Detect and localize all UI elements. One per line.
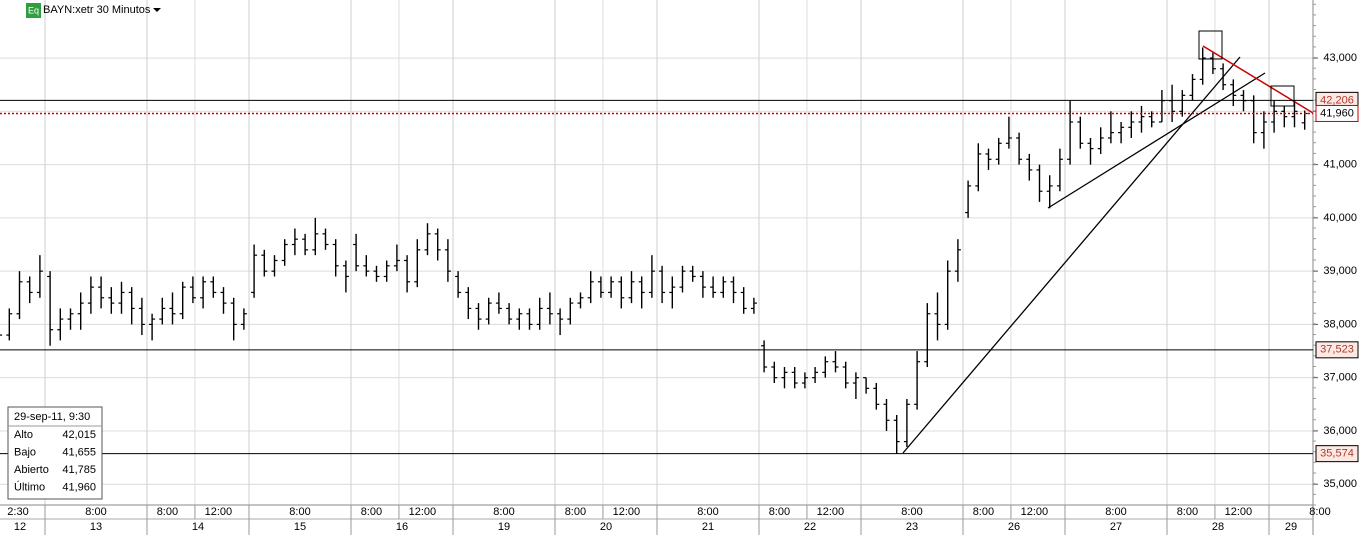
info-value: 42,015 xyxy=(62,429,96,441)
price-label: 42,206 xyxy=(1320,94,1354,106)
y-tick-label: 36,000 xyxy=(1323,425,1357,437)
time-label: 12:00 xyxy=(1225,506,1253,518)
y-tick-label: 41,000 xyxy=(1323,159,1357,171)
y-tick-label: 35,000 xyxy=(1323,478,1357,490)
axes: 35,000 36,000 37,000 38,000 39,000 40,000 41,0… xyxy=(0,3,1359,535)
badge xyxy=(26,3,41,18)
info-title: 29-sep-11, 9:30 xyxy=(14,411,90,423)
header: Eq BAYN:xetr 30 Minutos xyxy=(26,3,161,18)
y-tick-label: 37,000 xyxy=(1323,372,1357,384)
highlight-box xyxy=(1198,30,1223,60)
chart-title: BAYN:xetr 30 Minutos xyxy=(43,4,151,16)
time-label: 8:00 xyxy=(901,506,922,518)
price-label: 41,960 xyxy=(1320,107,1354,119)
date-label: 23 xyxy=(906,521,918,533)
date-label: 19 xyxy=(498,521,510,533)
price-label: 37,523 xyxy=(1320,344,1354,356)
time-label: 2:30 xyxy=(7,506,28,518)
highlight-box xyxy=(1270,85,1295,107)
time-label: 8:00 xyxy=(1309,506,1330,518)
time-label: 8:00 xyxy=(1105,506,1126,518)
trend-line xyxy=(1047,72,1266,209)
time-label: 12:00 xyxy=(409,506,437,518)
date-label: 16 xyxy=(396,521,408,533)
y-tick-label: 43,000 xyxy=(1323,52,1357,64)
date-label: 14 xyxy=(192,521,204,533)
dropdown-arrow[interactable] xyxy=(153,8,161,12)
price-label-box xyxy=(1315,445,1359,463)
info-key: Bajo xyxy=(14,446,36,458)
grid xyxy=(0,0,1313,535)
time-label: 8:00 xyxy=(769,506,790,518)
info-key: Abierto xyxy=(14,464,49,476)
time-label: 12:00 xyxy=(205,506,233,518)
date-label: 12 xyxy=(14,521,26,533)
time-label: 8:00 xyxy=(361,506,382,518)
date-label: 13 xyxy=(90,521,102,533)
time-label: 12:00 xyxy=(1021,506,1049,518)
info-value: 41,785 xyxy=(62,464,96,476)
info-value: 41,960 xyxy=(62,481,96,493)
date-label: 21 xyxy=(702,521,714,533)
date-label: 28 xyxy=(1212,521,1224,533)
time-label: 8:00 xyxy=(85,506,106,518)
bars xyxy=(0,47,1308,454)
time-label: 12:00 xyxy=(613,506,641,518)
badge-text: Eq xyxy=(28,5,39,15)
y-tick-label: 39,000 xyxy=(1323,265,1357,277)
y-tick-label: 38,000 xyxy=(1323,318,1357,330)
time-label: 8:00 xyxy=(697,506,718,518)
date-label: 20 xyxy=(600,521,612,533)
price-label: 35,574 xyxy=(1320,448,1354,460)
price-label-box xyxy=(1315,104,1359,122)
info-frame xyxy=(7,406,103,500)
trend-line xyxy=(1202,45,1314,114)
time-label: 8:00 xyxy=(565,506,586,518)
date-label: 22 xyxy=(804,521,816,533)
info-key: Alto xyxy=(14,429,33,441)
y-tick-label: 40,000 xyxy=(1323,212,1357,224)
time-label: 8:00 xyxy=(1177,506,1198,518)
info-key: Último xyxy=(14,480,45,493)
price-label-box xyxy=(1315,341,1359,359)
time-label: 12:00 xyxy=(817,506,845,518)
time-label: 8:00 xyxy=(157,506,178,518)
drawings xyxy=(902,30,1314,454)
info-value: 41,655 xyxy=(62,446,96,458)
time-label: 8:00 xyxy=(493,506,514,518)
date-label: 26 xyxy=(1008,521,1020,533)
date-label: 15 xyxy=(294,521,306,533)
time-label: 8:00 xyxy=(973,506,994,518)
date-label: 27 xyxy=(1110,521,1122,533)
info-box: 29-sep-11, 9:30 Alto 42,015 Bajo 41,655 Abier… xyxy=(7,406,103,500)
date-label: 29 xyxy=(1285,521,1297,533)
time-label: 8:00 xyxy=(289,506,310,518)
